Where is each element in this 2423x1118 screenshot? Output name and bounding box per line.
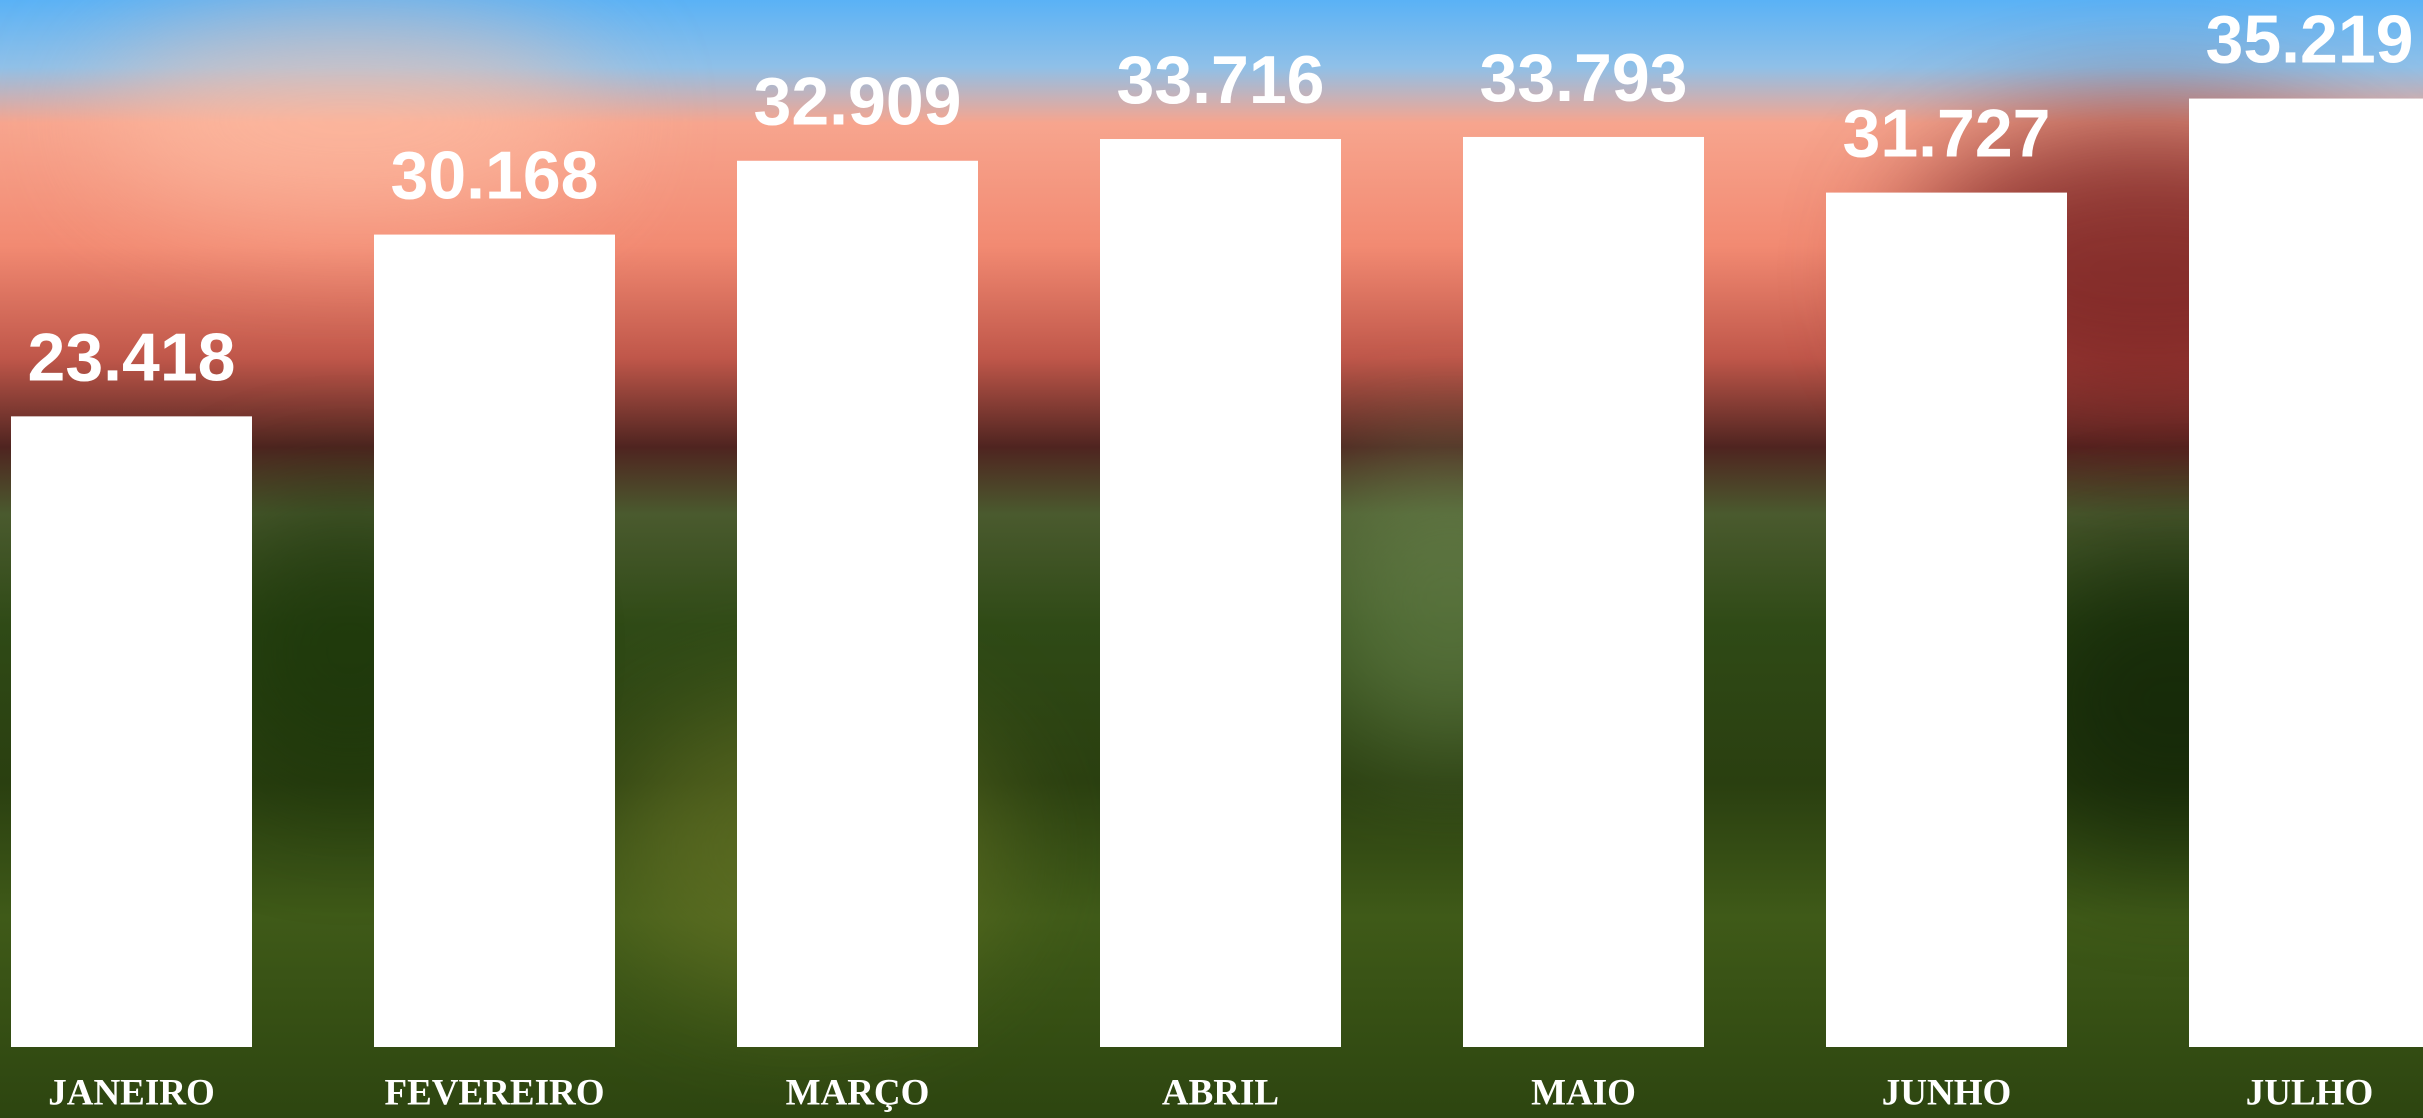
bar	[374, 234, 615, 1048]
x-tick-label: FEVEREIRO	[385, 1072, 605, 1113]
bar	[2189, 98, 2423, 1048]
x-tick-label: MAIO	[1531, 1072, 1636, 1113]
value-label: 33.716	[1117, 42, 1325, 118]
value-label: 32.909	[754, 64, 962, 140]
x-tick-label: JULHO	[2246, 1072, 2373, 1113]
x-tick-label: ABRIL	[1162, 1072, 1279, 1113]
x-tick-label: JANEIRO	[48, 1072, 215, 1113]
bar	[11, 416, 252, 1047]
value-label: 31.727	[1843, 96, 2051, 172]
value-label: 35.219	[2206, 2, 2414, 78]
value-label: 30.168	[391, 138, 599, 214]
x-tick-label: MARÇO	[786, 1072, 930, 1113]
bar	[1100, 139, 1341, 1047]
value-label: 23.418	[28, 319, 236, 395]
x-tick-label: JUNHO	[1882, 1072, 2012, 1113]
value-label: 33.793	[1480, 40, 1688, 116]
bar	[1463, 136, 1704, 1047]
bar	[737, 160, 978, 1048]
bar	[1826, 192, 2067, 1047]
